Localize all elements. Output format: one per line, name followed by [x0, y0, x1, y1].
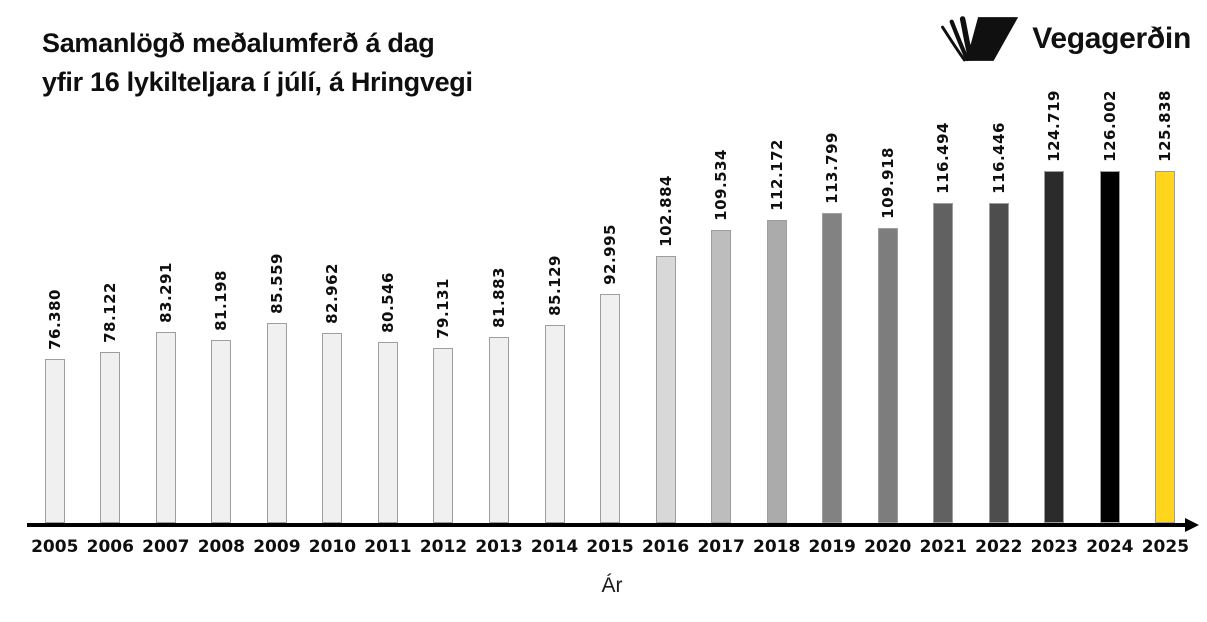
x-axis-arrowhead [1185, 518, 1199, 532]
x-tick-label-2014: 2014 [530, 537, 579, 557]
bar-value-label: 81.198 [212, 270, 231, 331]
x-tick-label-2019: 2019 [808, 537, 856, 557]
bar-column-2022: 116.446 [971, 90, 1027, 523]
bar-2016 [655, 256, 676, 523]
bar-2021 [933, 203, 954, 523]
bar-column-2017: 109.534 [693, 90, 749, 523]
bar-2012 [433, 348, 454, 523]
bar-2022 [988, 203, 1009, 523]
bar-value-label: 116.494 [934, 122, 953, 194]
bar-column-2013: 81.883 [471, 90, 527, 523]
bar-2024 [1099, 170, 1120, 523]
x-tick-label-2008: 2008 [197, 537, 246, 557]
bar-chart: 76.380 78.122 83.291 81.198 85.559 82.962 80.5… [27, 90, 1199, 532]
bar-2023 [1044, 171, 1065, 523]
x-tick-label-2011: 2011 [364, 537, 412, 557]
x-tick-label-2017: 2017 [697, 537, 745, 557]
bar-value-label: 124.719 [1045, 90, 1064, 162]
x-axis-label: Ár [601, 574, 623, 597]
x-axis-line [27, 523, 1185, 527]
chart-title-line2: yfir 16 lykilteljara í júlí, á Hringvegi [42, 67, 473, 97]
chart-title-line1: Samanlögð meðalumferð á dag [42, 28, 435, 58]
bar-value-label: 102.884 [656, 175, 675, 247]
x-tick-label-2005: 2005 [31, 537, 79, 557]
bar-column-2010: 82.962 [305, 90, 361, 523]
bar-column-2012: 79.131 [416, 90, 472, 523]
x-tick-label-2015: 2015 [586, 537, 634, 557]
bar-value-label: 109.918 [878, 147, 897, 219]
bar-value-label: 109.534 [712, 149, 731, 221]
bar-value-label: 82.962 [323, 263, 342, 324]
bar-value-label: 112.172 [767, 139, 786, 211]
x-tick-label-2018: 2018 [753, 537, 801, 557]
bar-2018 [766, 220, 787, 523]
bar-column-2015: 92.995 [582, 90, 638, 523]
bar-column-2009: 85.559 [249, 90, 305, 523]
x-tick-label-2024: 2024 [1086, 537, 1134, 557]
bar-column-2021: 116.494 [916, 90, 972, 523]
bar-2015 [600, 294, 621, 523]
bar-column-2019: 113.799 [804, 90, 860, 523]
bar-value-label: 85.559 [267, 253, 286, 314]
bar-2006 [100, 352, 121, 523]
x-tick-label-2007: 2007 [142, 537, 190, 557]
bar-value-label: 85.129 [545, 255, 564, 316]
bar-2010 [322, 333, 343, 523]
bar-column-2024: 126.002 [1082, 90, 1138, 523]
bar-2008 [211, 340, 232, 523]
bar-2011 [377, 342, 398, 523]
bar-column-2008: 81.198 [194, 90, 250, 523]
bar-value-label: 79.131 [434, 278, 453, 339]
bar-2007 [155, 332, 176, 523]
chart-columns: 76.380 78.122 83.291 81.198 85.559 82.962 80.5… [27, 90, 1193, 523]
bar-2005 [44, 359, 65, 523]
bar-column-2007: 83.291 [138, 90, 194, 523]
bar-2020 [877, 228, 898, 523]
bar-2013 [489, 337, 510, 523]
bar-value-label: 83.291 [156, 262, 175, 323]
x-tick-label-2025: 2025 [1141, 537, 1190, 557]
x-tick-label-2016: 2016 [641, 537, 690, 557]
year-labels: 2005 2006 2007 2008 2009 2010 2011 2012 2013 2014… [27, 537, 1193, 557]
bar-column-2006: 78.122 [83, 90, 139, 523]
bar-2009 [266, 323, 287, 523]
x-tick-label-2010: 2010 [308, 537, 357, 557]
bar-2017 [711, 230, 732, 523]
x-tick-label-2006: 2006 [86, 537, 134, 557]
bar-2014 [544, 325, 565, 523]
bar-column-2011: 80.546 [360, 90, 416, 523]
chart-title: Samanlögð meðalumferð á dag yfir 16 lyki… [42, 24, 473, 102]
bar-column-2014: 85.129 [527, 90, 583, 523]
vegagerdin-logo-icon [941, 16, 1019, 62]
bar-column-2025: 125.838 [1138, 90, 1194, 523]
bar-value-label: 76.380 [45, 289, 64, 350]
bar-value-label: 126.002 [1100, 90, 1119, 162]
bar-column-2016: 102.884 [638, 90, 694, 523]
bar-column-2020: 109.918 [860, 90, 916, 523]
x-tick-label-2023: 2023 [1030, 537, 1078, 557]
bar-value-label: 116.446 [989, 122, 1008, 194]
x-tick-label-2020: 2020 [864, 537, 912, 557]
bar-column-2005: 76.380 [27, 90, 83, 523]
bar-value-label: 78.122 [101, 282, 120, 343]
bar-2025 [1155, 170, 1176, 523]
bar-value-label: 113.799 [823, 132, 842, 204]
bar-column-2023: 124.719 [1027, 90, 1083, 523]
vegagerdin-logo-text: Vegagerðin [1032, 22, 1191, 55]
bar-value-label: 92.995 [601, 224, 620, 285]
bar-value-label: 125.838 [1156, 90, 1175, 162]
x-tick-label-2022: 2022 [975, 537, 1023, 557]
x-tick-label-2021: 2021 [919, 537, 967, 557]
bar-value-label: 81.883 [490, 267, 509, 328]
x-tick-label-2013: 2013 [475, 537, 523, 557]
vegagerdin-logo: Vegagerðin [938, 14, 1191, 64]
bar-value-label: 80.546 [378, 272, 397, 333]
bar-2019 [822, 213, 843, 523]
x-tick-label-2009: 2009 [253, 537, 301, 557]
x-tick-label-2012: 2012 [419, 537, 468, 557]
bar-column-2018: 112.172 [749, 90, 805, 523]
